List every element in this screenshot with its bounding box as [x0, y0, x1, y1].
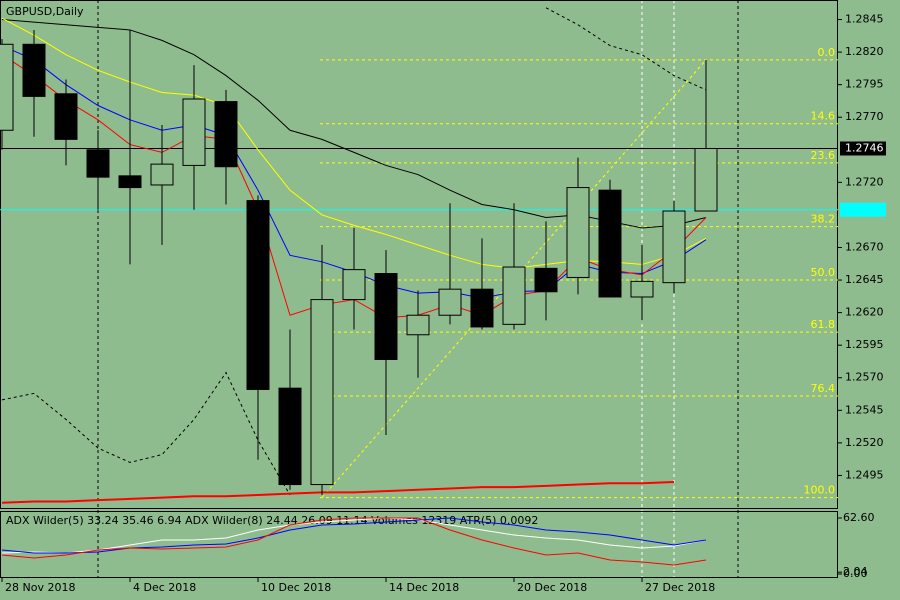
candle-body: [630, 280, 654, 298]
candle-body: [246, 200, 270, 390]
main-panel-frame: [0, 0, 838, 509]
last-price-label: 1.2746: [845, 141, 884, 154]
sub-panel-frame: [0, 511, 838, 578]
candle-body: [214, 101, 238, 168]
fib-label: 23.6: [811, 149, 836, 162]
sub-plot: [1, 517, 707, 566]
y-tick-label: 2.04: [843, 565, 868, 578]
y-tick-label: 1.2645: [845, 273, 884, 286]
candle-body: [438, 288, 462, 316]
y-tick-label: 1.2595: [845, 338, 884, 351]
candle-body: [598, 189, 622, 298]
candle-body: [694, 147, 718, 212]
y-tick-label: 1.2770: [845, 110, 884, 123]
candle-body: [22, 43, 46, 97]
fib-label: 0.0: [818, 46, 836, 59]
main-plot: [0, 7, 838, 504]
indicator-line: [1, 371, 291, 496]
y-tick-label: 1.2520: [845, 436, 884, 449]
candle-body: [310, 299, 334, 486]
candle-body: [86, 149, 110, 178]
indicator-line: [1, 517, 707, 554]
candle-body: [502, 266, 526, 325]
candle-body: [54, 93, 78, 140]
y-tick-label: 1.2720: [845, 175, 884, 188]
x-tick-label: 4 Dec 2018: [133, 581, 196, 594]
x-tick-label: 14 Dec 2018: [389, 581, 459, 594]
fib-label: 76.4: [811, 382, 836, 395]
y-tick-label: 1.2495: [845, 468, 884, 481]
separators: [97, 0, 739, 578]
candle-body: [182, 98, 206, 166]
indicator-title: ADX Wilder(5) 33.24 35.46 6.94 ADX Wilde…: [6, 514, 538, 527]
indicator-line: [1, 517, 707, 566]
y-tick-label: 0.00: [843, 567, 868, 580]
candle-body: [374, 273, 398, 361]
y-tick-label: 1.2845: [845, 13, 884, 26]
fib-label: 14.6: [811, 110, 836, 123]
candle-body: [150, 163, 174, 186]
x-tick-label: 28 Nov 2018: [5, 581, 75, 594]
candle-body: [534, 267, 558, 293]
candle-body: [278, 387, 302, 486]
x-tick-label: 27 Dec 2018: [645, 581, 715, 594]
fib-label: 38.2: [811, 213, 836, 226]
y-tick-label: 62.60: [843, 511, 875, 524]
candle-body: [0, 43, 14, 131]
candle-body: [342, 269, 366, 301]
chart-title: GBPUSD,Daily: [6, 5, 84, 18]
last-price-box: [840, 141, 886, 156]
candle-body: [566, 187, 590, 278]
x-tick-label: 10 Dec 2018: [261, 581, 331, 594]
x-tick-label: 20 Dec 2018: [517, 581, 587, 594]
candle-body: [662, 210, 686, 284]
fib-label: 61.8: [811, 318, 836, 331]
fib-label: 100.0: [804, 484, 836, 497]
indicator-line: [1, 480, 675, 504]
y-tick-label: 1.2670: [845, 240, 884, 253]
y-tick-label: 1.2545: [845, 403, 884, 416]
candle-body: [406, 314, 430, 336]
y-tick-label: 1.2620: [845, 306, 884, 319]
indicator-line: [545, 7, 707, 91]
bid-label-box: [840, 202, 886, 217]
fib-label: 50.0: [811, 266, 836, 279]
y-tick-label: 1.2820: [845, 45, 884, 58]
candle-body: [470, 288, 494, 328]
y-tick-label: 1.2570: [845, 371, 884, 384]
y-tick-label: 1.2795: [845, 78, 884, 91]
candle-body: [118, 175, 142, 189]
indicator-line: [1, 517, 707, 554]
